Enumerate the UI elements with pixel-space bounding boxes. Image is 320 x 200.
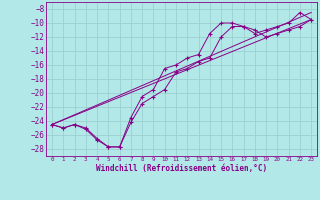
X-axis label: Windchill (Refroidissement éolien,°C): Windchill (Refroidissement éolien,°C) xyxy=(96,164,267,173)
